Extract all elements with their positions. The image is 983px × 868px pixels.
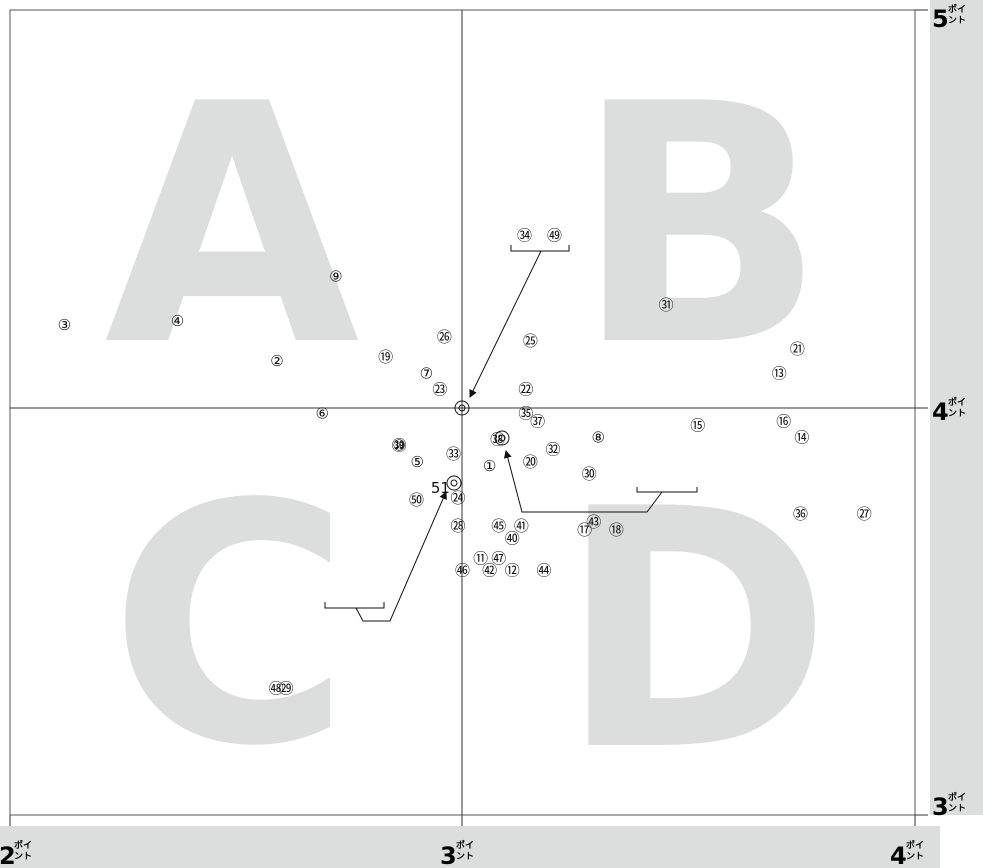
y-tick-num-3: 3 (932, 793, 949, 821)
x-tick-label-4: 4 ポイ ント (890, 839, 924, 868)
point-label: ⑦ (420, 364, 433, 382)
x-axis-band (0, 826, 940, 868)
callout-leaders (324, 245, 698, 622)
stacked-marker-48-29 (446, 475, 462, 491)
x-tick-unit-top-4: ポイ (906, 839, 924, 851)
point-label: ㉖ (437, 328, 452, 346)
point-label: ⑭ (794, 429, 809, 447)
y-tick-unit-bottom-3: ント (948, 803, 966, 814)
point-label: ⑥ (315, 405, 328, 423)
point-label: ㉛ (659, 296, 674, 314)
point-label: ㊳ (490, 431, 505, 449)
point-label: ㉗ (857, 505, 872, 523)
x-tick-unit-top-2: ポイ (14, 839, 32, 851)
point-label: ⑨ (329, 268, 342, 286)
x-tick-unit-bottom-3: ント (456, 851, 474, 862)
x-tick-num-4: 4 (890, 842, 907, 868)
point-label: ⑱ (609, 521, 624, 539)
stacked-point-markers (446, 400, 510, 491)
y-tick-unit-top-5: ポイ (948, 3, 966, 15)
point-label: ⑲ (378, 348, 393, 366)
point-label: ㊶ (514, 517, 529, 535)
quadrant-a-letter: A (104, 34, 362, 418)
point-label: ㉟ (518, 405, 533, 423)
point-label: ⑧ (592, 429, 605, 447)
point-label: ⑫ (505, 561, 520, 579)
point-label: ㉞ (517, 227, 532, 245)
point-label: ⑮ (690, 417, 705, 435)
point-label: ㉙ (278, 680, 293, 698)
bracket-48-29 (324, 602, 385, 609)
point-label: ㊻ (455, 561, 470, 579)
point-label: ⑯ (776, 413, 791, 431)
quadrant-b-letter: B (574, 34, 826, 418)
arrow-48-29 (355, 491, 447, 622)
x-tick-num-3: 3 (440, 842, 457, 868)
point-label: ㉔ (450, 489, 465, 507)
x-tick-num-2: 2 (0, 842, 16, 868)
point-label: ㉓ (432, 380, 447, 398)
point-label: ㊲ (530, 413, 545, 431)
tick-marks (9, 9, 928, 826)
point-label: ㉜ (545, 441, 560, 459)
arrow-36-27 (503, 450, 663, 513)
x-axis-labels: 2 ポイ ント 3 ポイ ント 4 ポイ ント (0, 839, 924, 868)
point-label: ㊿ (409, 491, 424, 509)
x-tick-unit-bottom-4: ント (906, 851, 924, 862)
y-axis-band (930, 0, 983, 815)
x-tick-unit-bottom-2: ント (14, 851, 32, 862)
point-label: ③ (58, 316, 71, 334)
quadrant-c-letter: C (109, 434, 351, 818)
y-tick-label-4: 4 ポイ ント (932, 396, 966, 426)
bracket-36-27 (636, 487, 698, 493)
quadrant-letters: A B C D (104, 34, 832, 823)
y-tick-num-4: 4 (932, 398, 949, 426)
y-tick-unit-top-4: ポイ (948, 396, 966, 408)
point-label: ㊽ (269, 680, 284, 698)
point-label: ㊷ (482, 561, 497, 579)
x-tick-unit-top-3: ポイ (456, 839, 474, 851)
point-label: ① (483, 457, 496, 475)
point-label: ㊱ (793, 505, 808, 523)
point-label: ㉑ (790, 340, 805, 358)
x-tick-label-3: 3 ポイ ント (440, 839, 474, 868)
point-label: ⑪ (473, 549, 488, 567)
point-label: ㉘ (450, 517, 465, 535)
point-label: ㉝ (446, 445, 461, 463)
point-label: ㊹ (536, 561, 551, 579)
point-label: ② (270, 352, 283, 370)
arrow-34-49 (469, 250, 542, 398)
point-label: ㊾ (547, 227, 562, 245)
quadrant-d-letter: D (558, 439, 832, 823)
point-label: ⑰ (577, 521, 592, 539)
y-axis-labels: 5 ポイ ント 4 ポイ ント 3 ポイ ント (932, 3, 966, 821)
point-label: ㉕ (523, 332, 538, 350)
y-tick-num-5: 5 (932, 5, 949, 33)
point-label: ㉒ (518, 380, 533, 398)
stacked-marker-34-49 (454, 400, 470, 416)
point-label: ㊸ (586, 513, 601, 531)
y-tick-unit-bottom-5: ント (948, 15, 966, 26)
point-label: ⑩ (392, 437, 405, 455)
y-tick-unit-bottom-4: ント (948, 408, 966, 419)
point-label: 51 (431, 479, 450, 497)
stacked-marker-36-27 (494, 430, 510, 446)
x-tick-label-2: 2 ポイ ント (0, 839, 32, 868)
y-tick-label-5: 5 ポイ ント (932, 3, 966, 33)
bracket-34-49 (510, 245, 570, 252)
point-label: ⑤ (411, 453, 424, 471)
y-tick-unit-top-3: ポイ (948, 791, 966, 803)
point-label: ㉚ (582, 465, 597, 483)
point-label: ㊴ (392, 437, 407, 455)
point-label: ⑳ (523, 453, 538, 471)
point-label: ④ (171, 312, 184, 330)
point-label: ㊵ (505, 529, 520, 547)
point-label: ㊼ (491, 549, 506, 567)
y-tick-label-3: 3 ポイ ント (932, 791, 966, 821)
point-label: ⑬ (772, 364, 787, 382)
point-label: ㊺ (491, 517, 506, 535)
